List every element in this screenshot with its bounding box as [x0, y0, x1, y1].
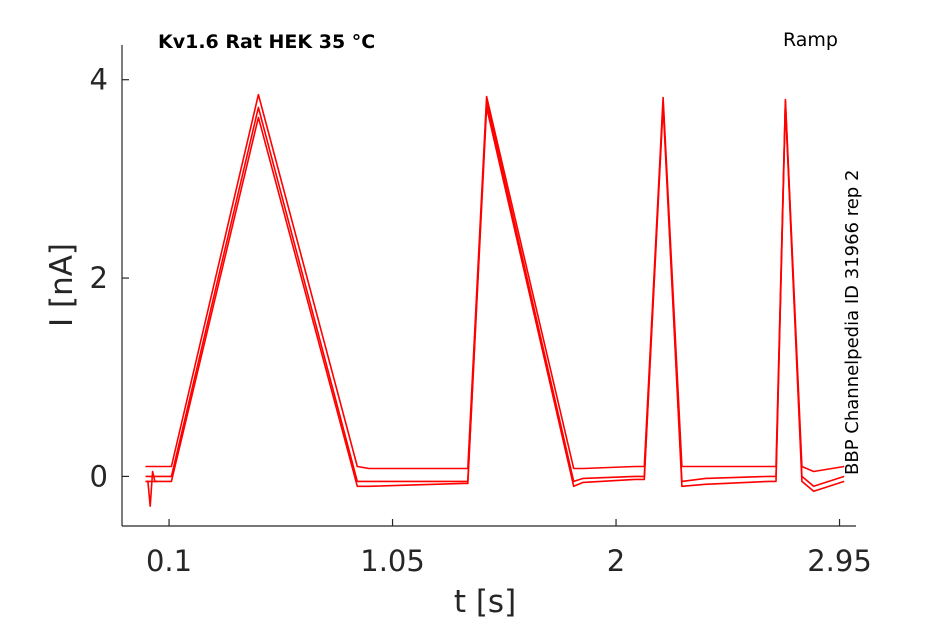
chart-title: Kv1.6 Rat HEK 35 °C	[158, 31, 375, 53]
x-axis-ticks: 0.1 1.05 2 2.95	[146, 519, 872, 578]
x-tick-label: 1.05	[360, 544, 425, 578]
x-tick-label: 2	[607, 544, 625, 578]
current-trace-2	[145, 100, 845, 488]
x-tick-label: 2.95	[807, 544, 872, 578]
current-trace-3	[145, 104, 845, 493]
plot-area	[145, 93, 845, 508]
protocol-label: Ramp	[783, 29, 838, 51]
x-tick-label: 0.1	[146, 544, 192, 578]
channelpedia-id-label: BBP Channelpedia ID 31966 rep 2	[842, 170, 863, 475]
y-tick-label: 4	[90, 63, 108, 97]
x-axis-label: t [s]	[454, 584, 516, 620]
y-axis-label: I [nA]	[44, 243, 80, 327]
onset-artifact-trace	[145, 470, 158, 508]
y-tick-label: 0	[90, 459, 108, 493]
y-axis-ticks: 0 2 4	[90, 63, 129, 493]
y-tick-label: 2	[90, 261, 108, 295]
